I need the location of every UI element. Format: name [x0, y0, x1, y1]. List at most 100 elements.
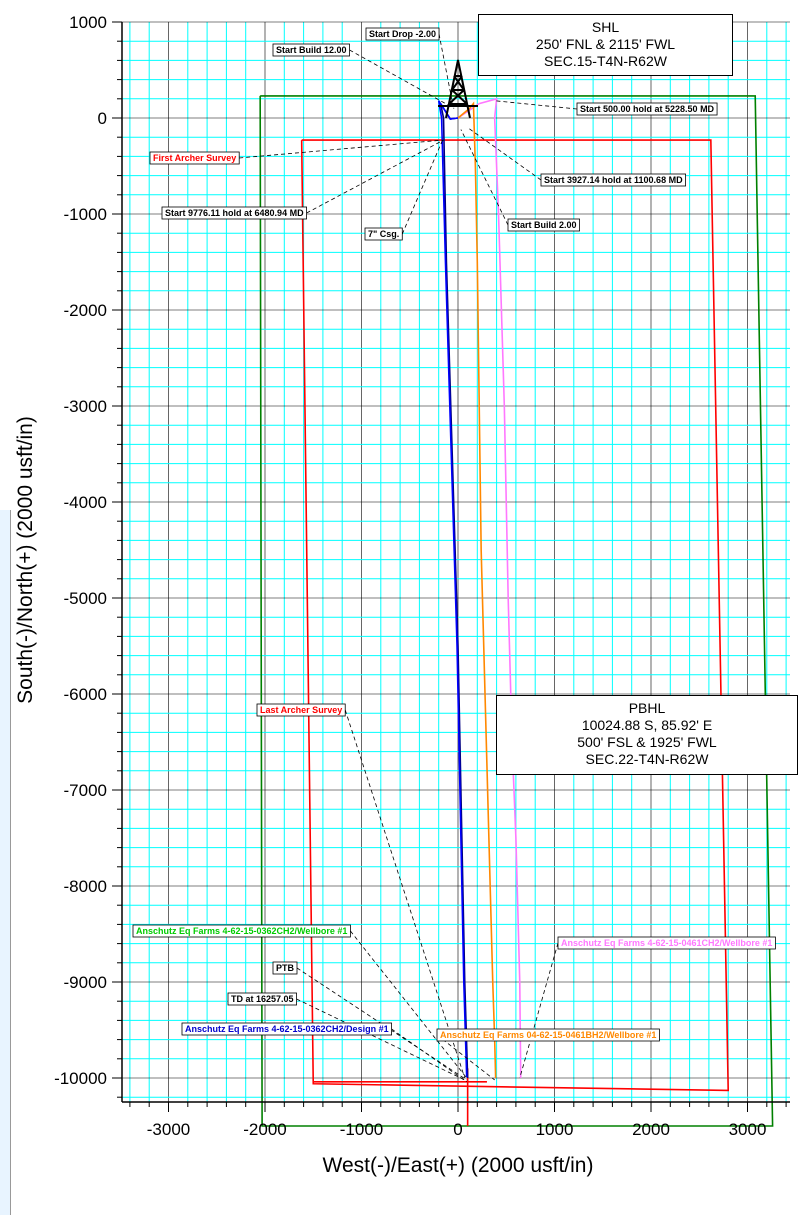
annotation-leader: [460, 129, 509, 226]
y-tick-label: -7000: [64, 781, 107, 800]
annotation-box: [507, 218, 580, 232]
annotation-box: [256, 703, 346, 717]
x-axis-title: West(-)/East(+) (2000 usft/in): [323, 1154, 594, 1177]
annotation-1: Start Build 12.00: [272, 43, 455, 109]
annotation-box: [272, 43, 350, 57]
series-line-0: [259, 95, 774, 1127]
pbhl-line3: SEC.22-T4N-R62W: [585, 751, 709, 767]
x-tick-label: -3000: [147, 1120, 190, 1139]
annotation-box: [364, 227, 403, 241]
y-tick-label: 0: [98, 109, 107, 128]
annotation-leader: [239, 139, 443, 159]
x-tick-label: -2000: [243, 1120, 286, 1139]
annotation-2: Start 500.00 hold at 5228.50 MD: [494, 100, 718, 116]
annotation-leader: [519, 942, 559, 1079]
annotation-label: Start Build 2.00: [511, 220, 577, 230]
annotation-box: [149, 151, 240, 165]
y-tick-label: -8000: [64, 877, 107, 896]
pbhl-title: PBHL: [628, 700, 666, 716]
annotation-box: [365, 27, 440, 41]
series-line-4: [457, 97, 522, 1079]
y-tick-label: -6000: [64, 685, 107, 704]
pbhl-line1: 10024.88 S, 85.92' E: [581, 717, 713, 733]
x-tick-label: 0: [453, 1120, 462, 1139]
annotation-label: Last Archer Survey: [260, 705, 342, 715]
annotation-box: [272, 961, 298, 975]
annotation-label: Start Build 12.00: [276, 45, 347, 55]
annotation-9: Anschutz Eq Farms 4-62-15-0362CH2/Wellbo…: [132, 924, 467, 1079]
annotation-6: Start Build 2.00: [460, 129, 580, 232]
rig-icon: [438, 59, 478, 119]
annotation-leader: [391, 1028, 467, 1083]
annotation-13: Anschutz Eq Farms 4-62-15-0362CH2/Design…: [181, 1022, 467, 1083]
annotation-5: Start 9776.11 hold at 6480.94 MD: [161, 139, 444, 220]
annotation-label: PTB: [276, 963, 295, 973]
y-tick-label: 1000: [69, 13, 107, 32]
annotation-7: 7" Csg.: [364, 139, 443, 241]
rig-icon: [438, 59, 478, 119]
annotation-leader: [436, 1034, 495, 1081]
annotation-label: Anschutz Eq Farms 04-62-15-0461BH2/Wellb…: [440, 1030, 656, 1040]
annotation-box: [576, 102, 718, 116]
series-line-1: [300, 139, 730, 1092]
annotation-leader: [350, 930, 467, 1079]
annotation-box: [436, 1028, 660, 1042]
annotation-label: Anschutz Eq Farms 4-62-15-0461CH2/Wellbo…: [561, 938, 772, 948]
annotation-4: Start 3927.14 hold at 1100.68 MD: [467, 127, 686, 187]
annotation-box: [540, 173, 686, 187]
annotation-leader: [349, 49, 455, 109]
y-axis-title: South(-)/North(+) (2000 usft/in): [14, 416, 37, 704]
annotation-leader: [306, 139, 444, 214]
series-line-7: [437, 100, 468, 1078]
well-paths: [259, 95, 774, 1127]
annotation-leader: [401, 139, 443, 235]
annotation-box: [132, 924, 351, 938]
edge-strip: [0, 510, 11, 1215]
annotation-label: Start 3927.14 hold at 1100.68 MD: [544, 175, 683, 185]
y-tick-label: -5000: [64, 589, 107, 608]
annotation-label: Anschutz Eq Farms 4-62-15-0362CH2/Wellbo…: [136, 926, 347, 936]
y-tick-label: -9000: [64, 973, 107, 992]
y-tick-label: -10000: [54, 1069, 107, 1088]
annotation-label: First Archer Survey: [153, 153, 236, 163]
grid: [122, 21, 790, 1102]
annotation-box: [557, 936, 776, 950]
pbhl-line2: 500' FSL & 1925' FWL: [577, 734, 717, 750]
x-tick-label: -1000: [340, 1120, 383, 1139]
annotation-10: Anschutz Eq Farms 4-62-15-0461CH2/Wellbo…: [519, 936, 776, 1079]
annotation-box: [161, 206, 307, 220]
shl-info-box: SHL 250' FNL & 2115' FWL SEC.15-T4N-R62W: [478, 14, 733, 76]
annotation-8: Last Archer Survey: [256, 703, 466, 1079]
annotation-0: Start Drop -2.00: [365, 27, 454, 107]
annotation-box: [181, 1022, 392, 1036]
x-tick-label: 2000: [632, 1120, 670, 1139]
series-line-5: [457, 101, 497, 1079]
shl-line2: SEC.15-T4N-R62W: [544, 53, 667, 69]
annotation-leader: [467, 127, 542, 181]
x-tick-label: 3000: [729, 1120, 767, 1139]
y-tick-label: -4000: [64, 493, 107, 512]
annotations: Start Drop -2.00 Start Build 12.00 Start 5…: [132, 27, 776, 1083]
annotation-label: Anschutz Eq Farms 4-62-15-0362CH2/Design…: [185, 1024, 389, 1034]
annotation-label: TD at 16257.05: [231, 994, 294, 1004]
annotation-14: Anschutz Eq Farms 04-62-15-0461BH2/Wellb…: [436, 1028, 660, 1081]
annotation-leader: [344, 709, 466, 1079]
y-tick-label: -3000: [64, 397, 107, 416]
annotation-label: Start 500.00 hold at 5228.50 MD: [580, 104, 715, 114]
annotation-leader: [296, 998, 467, 1082]
y-tick-label: -1000: [64, 205, 107, 224]
annotation-leader: [438, 33, 454, 107]
annotation-3: First Archer Survey: [149, 139, 443, 165]
x-tick-label: 1000: [536, 1120, 574, 1139]
y-tick-label: -2000: [64, 301, 107, 320]
annotation-label: 7" Csg.: [368, 229, 399, 239]
annotation-label: Start Drop -2.00: [369, 29, 436, 39]
pbhl-info-box: PBHL 10024.88 S, 85.92' E 500' FSL & 192…: [496, 695, 798, 775]
annotation-box: [227, 992, 297, 1006]
shl-title: SHL: [591, 19, 620, 35]
axes: -3000 -2000 -1000 0 1000 2000 300010000-1000-2…: [14, 13, 790, 1177]
annotation-label: Start 9776.11 hold at 6480.94 MD: [165, 208, 304, 218]
shl-line1: 250' FNL & 2115' FWL: [535, 36, 676, 52]
annotation-12: TD at 16257.05: [227, 992, 467, 1082]
